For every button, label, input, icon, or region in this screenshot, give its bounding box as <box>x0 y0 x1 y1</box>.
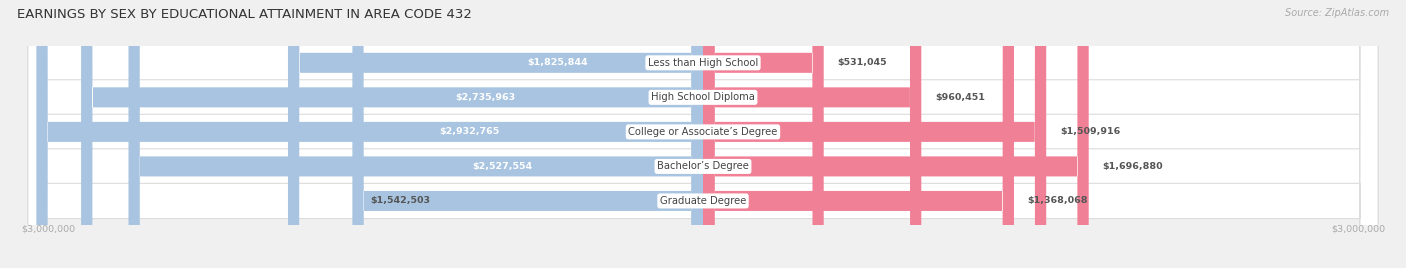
Text: $1,509,916: $1,509,916 <box>1060 127 1121 136</box>
FancyBboxPatch shape <box>28 0 1378 268</box>
Text: $2,527,554: $2,527,554 <box>472 162 531 171</box>
FancyBboxPatch shape <box>28 0 1378 268</box>
Text: Graduate Degree: Graduate Degree <box>659 196 747 206</box>
FancyBboxPatch shape <box>28 0 1378 268</box>
FancyBboxPatch shape <box>128 0 703 268</box>
Text: $2,932,765: $2,932,765 <box>440 127 499 136</box>
Text: High School Diploma: High School Diploma <box>651 92 755 102</box>
Text: EARNINGS BY SEX BY EDUCATIONAL ATTAINMENT IN AREA CODE 432: EARNINGS BY SEX BY EDUCATIONAL ATTAINMEN… <box>17 8 472 21</box>
FancyBboxPatch shape <box>28 0 1378 268</box>
Text: $2,735,963: $2,735,963 <box>456 93 516 102</box>
FancyBboxPatch shape <box>288 0 703 268</box>
FancyBboxPatch shape <box>82 0 703 268</box>
FancyBboxPatch shape <box>703 0 1046 268</box>
FancyBboxPatch shape <box>703 0 921 268</box>
Text: $1,542,503: $1,542,503 <box>371 196 430 206</box>
Text: $1,696,880: $1,696,880 <box>1102 162 1163 171</box>
Text: $1,825,844: $1,825,844 <box>527 58 588 67</box>
FancyBboxPatch shape <box>28 0 1378 268</box>
Text: Less than High School: Less than High School <box>648 58 758 68</box>
FancyBboxPatch shape <box>703 0 824 268</box>
Text: Bachelor’s Degree: Bachelor’s Degree <box>657 161 749 172</box>
Text: $3,000,000: $3,000,000 <box>1331 224 1385 233</box>
FancyBboxPatch shape <box>703 0 1088 268</box>
Text: College or Associate’s Degree: College or Associate’s Degree <box>628 127 778 137</box>
Text: Source: ZipAtlas.com: Source: ZipAtlas.com <box>1285 8 1389 18</box>
FancyBboxPatch shape <box>703 0 1014 268</box>
Text: $1,368,068: $1,368,068 <box>1028 196 1088 206</box>
Text: $531,045: $531,045 <box>838 58 887 67</box>
FancyBboxPatch shape <box>353 0 703 268</box>
Text: $960,451: $960,451 <box>935 93 984 102</box>
FancyBboxPatch shape <box>37 0 703 268</box>
Text: $3,000,000: $3,000,000 <box>21 224 75 233</box>
